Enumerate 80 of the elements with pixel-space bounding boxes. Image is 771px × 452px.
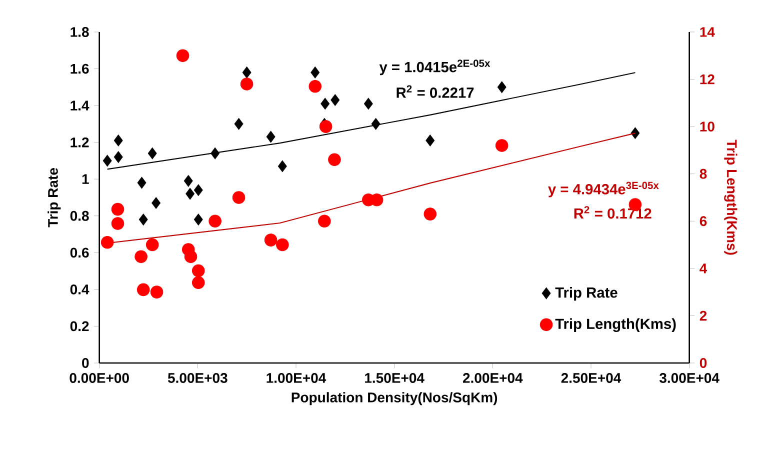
point: [137, 176, 146, 189]
y2-tick-label: 4: [700, 264, 708, 274]
point: [192, 276, 205, 290]
point: [276, 238, 289, 252]
point: [330, 94, 340, 106]
point: [364, 98, 373, 110]
point: [136, 283, 150, 296]
annotation: R$^{2}$ = 0.2217: [396, 85, 474, 98]
point: [138, 214, 148, 226]
point: [210, 147, 220, 160]
point: [194, 214, 203, 226]
y2-tick-label: 10: [700, 122, 714, 132]
point: [114, 134, 123, 146]
point: [242, 66, 252, 78]
point: [424, 208, 437, 220]
y-tick-label: 0.8: [70, 210, 89, 221]
point: [320, 98, 330, 110]
y2-axis-title: Trip Length(Kms): [724, 140, 738, 255]
point: [152, 197, 161, 209]
x-tick-label: 2.50E+04: [561, 373, 622, 383]
point: [114, 151, 123, 163]
point: [148, 147, 157, 160]
point: [194, 184, 203, 196]
point: [240, 78, 254, 90]
point: [426, 134, 435, 146]
x-tick-label: 5.00E+03: [168, 373, 228, 383]
y-tick-label: 0: [82, 358, 89, 368]
y-tick-label: 1.6: [70, 64, 89, 74]
point: [102, 154, 112, 167]
point: [184, 175, 193, 187]
annotation: R$^{2}$ = 0.1712: [574, 206, 652, 219]
y-tick-label: 1: [82, 174, 89, 184]
point: [192, 264, 205, 278]
point: [318, 214, 331, 228]
y2-tick-label: 14: [700, 27, 715, 37]
y-tick-label: 1.2: [70, 137, 89, 148]
y-tick-label: 0.6: [70, 248, 89, 258]
y2-tick-label: 0: [700, 358, 707, 368]
x-tick-label: 1.50E+04: [365, 373, 424, 383]
point: [100, 236, 114, 249]
legend-label: Trip Rate: [555, 286, 618, 301]
x-tick-label: 0.00E+00: [70, 373, 129, 383]
point: [310, 66, 320, 78]
point: [328, 153, 341, 166]
point: [184, 250, 198, 263]
y-tick-label: 1.4: [70, 100, 90, 110]
y2-tick-label: 8: [700, 168, 707, 179]
x-tick-label: 3.00E+04: [659, 373, 720, 383]
annotation: y = 4.9434e$^{3E-05x}$: [548, 182, 659, 198]
point: [134, 250, 148, 263]
point: [495, 139, 508, 152]
y-tick-label: 0.4: [70, 284, 90, 294]
point: [111, 202, 124, 216]
annotation: y = 1.0415e$^{2E-05x}$: [379, 60, 490, 76]
point: [264, 234, 278, 246]
y-tick-label: 0.2: [70, 321, 89, 332]
point: [150, 286, 164, 298]
point: [497, 81, 506, 94]
point: [146, 238, 159, 252]
y2-tick-label: 12: [700, 74, 714, 84]
point: [278, 160, 287, 172]
x-axis-title: Population Density(Nos/SqKm): [292, 392, 498, 406]
point: [176, 49, 190, 62]
point: [186, 188, 195, 200]
point: [208, 214, 222, 228]
y-axis-title: Trip Rate: [48, 168, 61, 228]
x-tick-label: 1.00E+04: [266, 373, 326, 383]
y2-tick-label: 6: [700, 216, 707, 226]
point: [232, 191, 246, 204]
point: [234, 118, 244, 130]
y2-tick-label: 2: [700, 310, 707, 321]
point: [319, 120, 332, 133]
point: [308, 80, 322, 93]
point: [111, 217, 124, 230]
x-tick-label: 2.00E+04: [462, 373, 523, 383]
point: [266, 130, 276, 143]
y-tick-label: 1.8: [70, 27, 89, 37]
point: [371, 118, 380, 130]
legend-label: Trip Length(Kms): [555, 318, 676, 332]
point: [630, 127, 640, 139]
